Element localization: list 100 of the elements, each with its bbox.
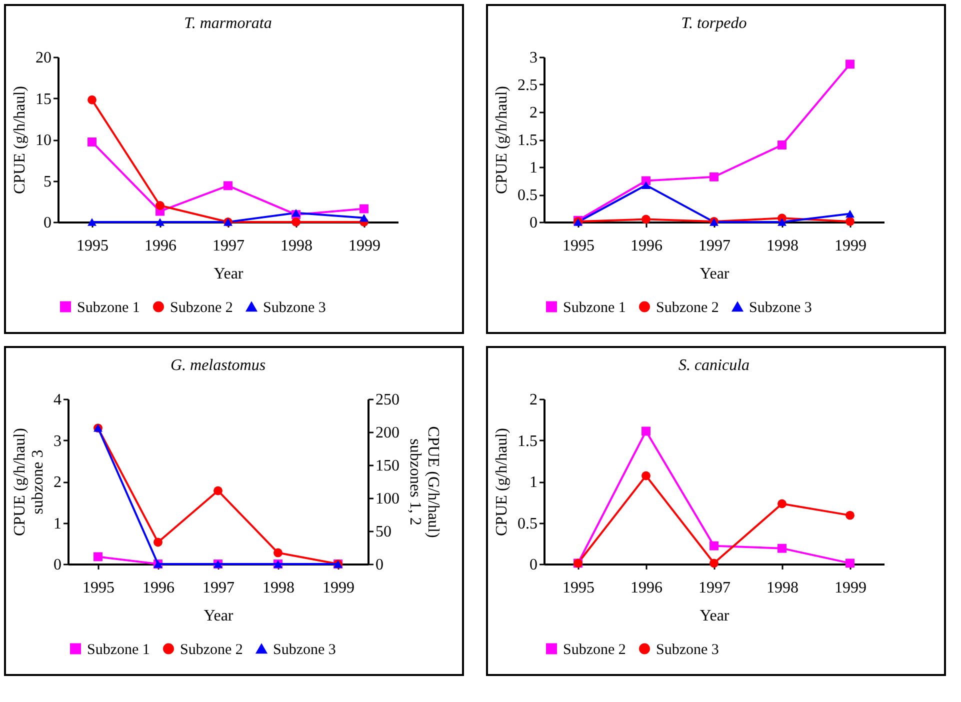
y-tick-label: 0 [44,214,52,232]
point [846,216,854,226]
point [710,541,718,550]
y2-tick-label: 200 [376,424,400,442]
x-tick-label: 1997 [212,238,244,254]
x-tick-label: 1998 [262,580,294,596]
x-tick-label: 1999 [322,580,354,596]
y-tick-label: 1 [530,474,538,491]
x-tick-label: 1998 [280,238,312,254]
point [292,218,300,226]
x-tick-label: 1999 [834,580,866,596]
y-tick-label: 0.5 [518,187,538,204]
y-tick-label: 2 [530,104,538,122]
y2-tick-label: 0 [376,556,384,574]
legend-label: Subzone 1 [87,642,150,658]
point [846,210,854,218]
y-tick-label: 5 [44,173,52,190]
x-tick-label: 1998 [766,580,798,596]
y-tick-label: 1.5 [518,432,538,450]
chart-title: G. melastomus [170,357,266,374]
legend-label: Subzone 3 [273,642,336,658]
legend-label: Subzone 2 [563,642,626,658]
legend-label: Subzone 1 [563,300,626,316]
point [88,95,96,104]
y-axis-title: CPUE (g/h/haul) subzone 3 [12,428,46,536]
y2-tick-label: 150 [376,458,400,474]
x-tick-label: 1997 [202,580,234,596]
x-tick-label: 1995 [562,238,594,254]
point [224,181,232,190]
point [360,204,368,214]
x-axis-title: Year [700,266,730,282]
legend-label: Subzone 3 [656,642,719,658]
legend-label: Subzone 3 [263,300,326,316]
y-tick-label: 15 [36,90,52,108]
x-tick-label: 1997 [698,580,730,596]
point [88,138,96,146]
y-tick-label: 2 [54,474,62,491]
y-tick-label: 4 [54,392,62,408]
y2-tick-label: 250 [376,392,400,408]
point [778,140,786,150]
chart-title: S. canicula [678,357,750,374]
chart-title: T. marmorata [184,15,272,32]
x-axis-title: Year [700,608,730,624]
y-tick-label: 1 [530,160,538,176]
legend-label: Subzone 1 [77,300,140,316]
point [642,214,650,224]
point [710,172,718,182]
point [778,218,786,226]
point [846,60,854,69]
point [274,548,282,558]
y-tick-label: 20 [36,50,52,66]
legend-label: Subzone 3 [749,300,812,316]
x-tick-label: 1999 [348,238,380,254]
point [360,214,368,222]
point [642,426,650,436]
point [846,510,854,520]
y2-tick-label: 100 [376,490,400,508]
legend-label: Subzone 2 [180,642,243,658]
point [778,499,786,508]
chart-title: T. torpedo [681,15,747,32]
x-tick-label: 1996 [630,238,662,254]
y-tick-label: 1 [54,515,62,532]
point [710,558,718,568]
point [88,218,96,226]
x-axis-title: Year [214,266,244,282]
y-axis-title: CPUE (g/h/haul) [12,86,28,194]
point [154,538,162,547]
y-tick-label: 0 [530,214,538,232]
y-tick-label: 3 [54,432,62,450]
x-tick-label: 1995 [562,580,594,596]
point [156,218,164,226]
point [778,544,786,553]
x-tick-label: 1998 [766,238,798,254]
x-tick-label: 1996 [142,580,174,596]
y-tick-label: 1.5 [518,132,538,149]
y-tick-label: 0 [54,556,62,574]
point [156,201,164,210]
point [642,471,650,480]
y-tick-label: 0 [530,556,538,574]
x-axis-title: Year [204,608,234,624]
y-tick-label: 0.5 [518,515,538,532]
legend-label: Subzone 2 [656,300,719,316]
point [94,552,102,562]
point [642,181,650,190]
x-tick-label: 1995 [82,580,114,596]
y2-tick-label: 50 [376,524,392,540]
y2-axis-title: CPUE (G/h/haul) subzones 1, 2 [406,426,442,538]
y-tick-label: 2.5 [518,77,538,94]
legend-label: Subzone 2 [170,300,233,316]
x-tick-label: 1995 [76,238,108,254]
x-tick-label: 1996 [630,580,662,596]
y-tick-label: 10 [36,132,52,149]
y-tick-label: 2 [530,392,538,408]
y-axis-title: CPUE (g/h/haul) [494,428,510,536]
x-tick-label: 1997 [698,238,730,254]
y-tick-label: 3 [530,50,538,66]
point [846,558,854,568]
y-axis-title: CPUE (g/h/haul) [494,86,510,194]
x-tick-label: 1999 [834,238,866,254]
point [214,486,222,496]
